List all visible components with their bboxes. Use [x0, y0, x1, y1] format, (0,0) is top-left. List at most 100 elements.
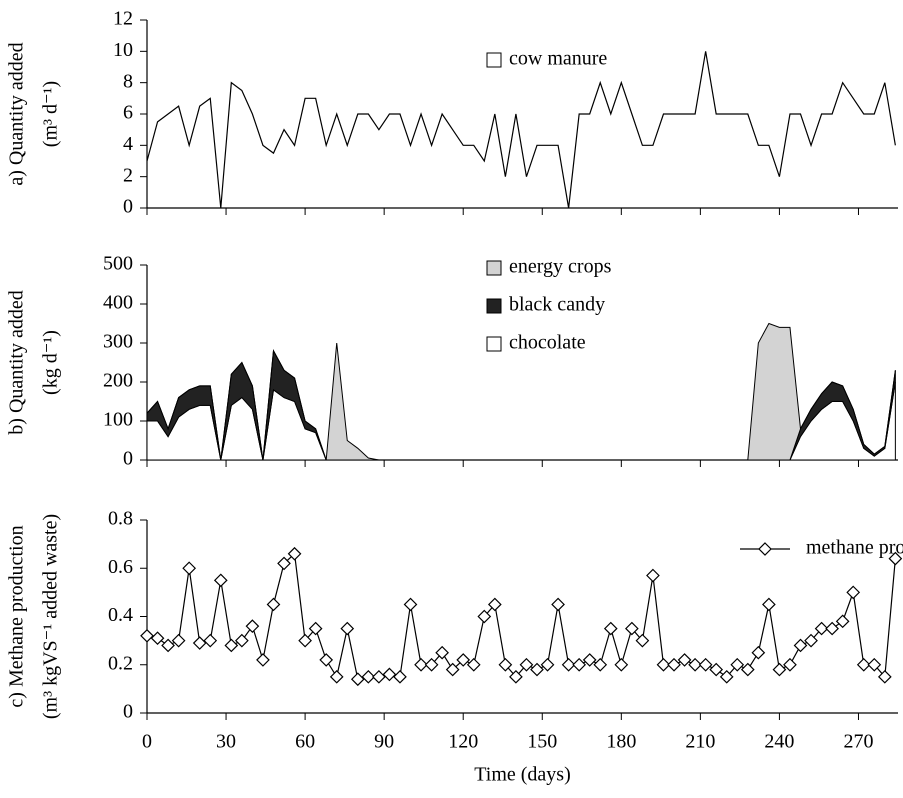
legend-swatch: [486, 336, 502, 352]
data-marker: [593, 657, 608, 672]
data-marker: [192, 636, 207, 650]
y-axis-label: c) Methane production: [6, 525, 28, 707]
data-marker: [793, 638, 808, 653]
data-marker: [509, 669, 523, 684]
data-marker: [393, 669, 407, 684]
data-marker: [667, 657, 681, 672]
data-marker: [487, 597, 502, 612]
data-marker: [530, 662, 544, 677]
data-marker: [740, 662, 755, 677]
data-marker: [730, 657, 745, 672]
data-marker: [551, 597, 565, 612]
x-axis-label: Time (days): [474, 764, 570, 786]
legend-label: energy crops: [509, 256, 612, 278]
data-marker: [825, 621, 839, 636]
data-marker: [361, 669, 376, 684]
data-marker: [719, 669, 734, 684]
data-marker: [835, 614, 850, 629]
y-tick-label: 0: [123, 196, 133, 218]
data-marker: [256, 653, 270, 667]
legend-swatch: [486, 260, 502, 276]
data-marker: [150, 631, 165, 646]
y-tick-label: 200: [103, 370, 133, 392]
y-tick-label: 6: [123, 102, 133, 124]
data-marker: [372, 669, 386, 684]
data-marker: [572, 657, 587, 672]
data-marker: [466, 657, 481, 672]
y-tick-label: 0: [123, 701, 133, 723]
data-marker: [477, 609, 492, 624]
data-marker: [161, 638, 175, 653]
data-marker: [561, 657, 576, 672]
data-marker: [603, 621, 618, 636]
data-marker: [414, 657, 428, 672]
y-tick-label: 12: [113, 8, 133, 30]
data-marker: [287, 546, 302, 561]
data-marker: [656, 657, 671, 672]
y-tick-label: 2: [123, 164, 133, 186]
data-marker: [751, 645, 766, 660]
x-tick-label: 30: [216, 731, 236, 753]
y-axis-label: (m³ d⁻¹): [40, 81, 62, 147]
x-tick-label: 270: [843, 731, 873, 753]
y-tick-label: 0.2: [108, 652, 133, 674]
data-marker: [635, 633, 650, 648]
data-marker: [519, 657, 534, 672]
data-marker: [171, 633, 186, 648]
data-marker: [224, 638, 239, 653]
legend-label: cow manure: [509, 48, 607, 70]
data-marker: [319, 653, 334, 667]
data-marker: [677, 653, 692, 667]
data-marker: [709, 662, 724, 677]
data-marker: [435, 645, 449, 660]
data-marker: [814, 621, 829, 636]
y-tick-label: 10: [113, 39, 133, 61]
data-marker: [846, 585, 861, 600]
data-marker: [456, 653, 471, 667]
y-axis-label: b) Quantity added: [6, 290, 28, 434]
x-tick-label: 150: [527, 731, 557, 753]
data-marker: [772, 662, 787, 677]
data-line: [146, 552, 896, 680]
data-marker: [646, 568, 660, 583]
data-marker: [762, 597, 776, 612]
data-marker: [625, 621, 639, 636]
legend-swatch: [486, 52, 502, 68]
y-tick-label: 0.8: [108, 508, 133, 530]
x-tick-label: 60: [295, 731, 315, 753]
x-tick-label: 90: [374, 731, 394, 753]
data-marker: [783, 657, 797, 672]
legend-label: black candy: [509, 294, 605, 316]
x-tick-label: 0: [142, 731, 152, 753]
data-marker: [203, 633, 218, 648]
data-marker: [403, 597, 418, 612]
data-marker: [856, 657, 871, 672]
y-tick-label: 300: [103, 331, 133, 353]
y-tick-label: 8: [123, 70, 133, 92]
data-marker: [582, 653, 597, 667]
data-marker: [340, 621, 355, 636]
data-marker: [277, 556, 291, 571]
y-axis-label: a) Quantity added: [6, 42, 28, 185]
data-line: [146, 51, 896, 209]
data-marker: [877, 669, 892, 684]
data-marker: [382, 667, 397, 682]
y-axis-label: (m³ kgVS⁻¹ added waste): [40, 514, 62, 719]
y-tick-label: 4: [123, 133, 133, 155]
data-marker: [804, 633, 818, 648]
legend-swatch: [486, 298, 502, 314]
data-marker: [140, 628, 154, 643]
data-marker: [540, 657, 555, 672]
data-marker: [213, 573, 228, 588]
y-tick-label: 500: [103, 253, 133, 275]
data-marker: [614, 657, 629, 672]
data-marker: [698, 657, 713, 672]
data-marker: [245, 619, 260, 633]
y-tick-label: 0: [123, 448, 133, 470]
data-marker: [235, 633, 249, 648]
data-marker: [329, 669, 344, 684]
y-tick-label: 100: [103, 409, 133, 431]
legend-label: methane production: [806, 537, 903, 559]
data-marker: [424, 657, 439, 672]
y-axis-label: (kg d⁻¹): [40, 330, 62, 395]
